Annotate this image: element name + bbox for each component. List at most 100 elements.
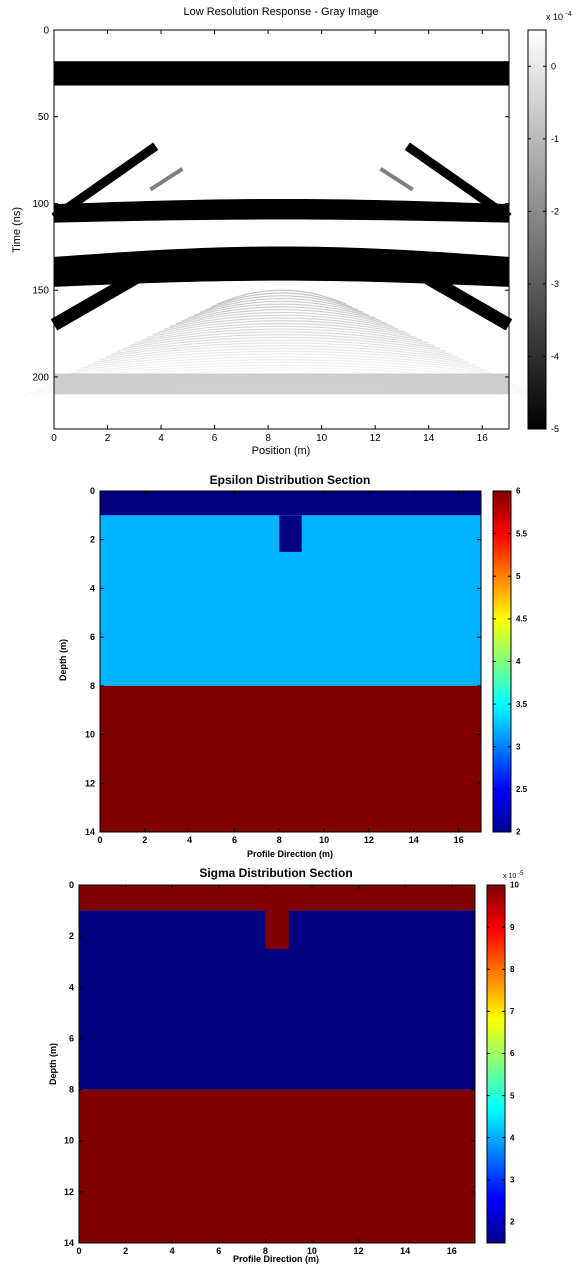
colorbar-tick-label: -2 xyxy=(551,206,559,216)
y-tick-label: 0 xyxy=(43,25,49,36)
chart1-x-ticks: 0 2 4 6 8 10 12 14 16 xyxy=(51,30,488,444)
chart3-plot-area xyxy=(79,885,475,1243)
y-tick-label: 10 xyxy=(85,730,95,740)
haze-stripe xyxy=(199,297,364,313)
haze-stripe xyxy=(58,364,505,380)
x-tick-label: 14 xyxy=(423,433,435,444)
colorbar-tick-label: 7 xyxy=(510,1007,515,1016)
haze-stripe xyxy=(187,303,376,319)
x-tick-label: 2 xyxy=(123,1246,128,1256)
colorbar-tick-label: 2 xyxy=(516,828,521,837)
x-tick-label: 4 xyxy=(170,1246,175,1256)
x-tick-label: 4 xyxy=(158,433,164,444)
y-tick-label: 0 xyxy=(90,486,95,496)
y-tick-label: 2 xyxy=(69,931,74,941)
y-tick-label: 6 xyxy=(90,632,95,642)
chart-sigma-section: Sigma Distribution Section 0 2 4 6 8 10 12 14 16… xyxy=(48,866,524,1264)
chart2-colorbar-ticks: 2 2.5 3 3.5 4 4.5 5 5.5 6 xyxy=(493,487,528,837)
haze-stripe xyxy=(134,328,429,344)
chart3-x-ticks: 0 2 4 6 8 10 12 14 16 xyxy=(76,885,457,1256)
colorbar-tick-label: -3 xyxy=(551,279,559,289)
colorbar-tick-label: 6 xyxy=(516,487,521,496)
chart2-x-ticks: 0 2 4 6 8 10 12 14 16 xyxy=(97,491,464,845)
chart1-colorbar-ticks: 0 -1 -2 -3 -4 -5 xyxy=(528,61,559,434)
chart2-title: Epsilon Distribution Section xyxy=(210,473,371,487)
left-diffraction-lower xyxy=(50,249,178,331)
colorbar-tick-label: 0 xyxy=(551,61,556,71)
y-tick-label: 0 xyxy=(69,880,74,890)
x-tick-label: 2 xyxy=(105,433,111,444)
chart1-y-ticks: 0 50 100 150 200 xyxy=(32,25,509,383)
x-tick-label: 0 xyxy=(76,1246,81,1256)
x-tick-label: 6 xyxy=(212,433,218,444)
y-tick-label: 14 xyxy=(64,1238,74,1248)
chart3-colorbar xyxy=(486,884,506,1244)
interface-band-1 xyxy=(54,198,509,223)
x-tick-label: 8 xyxy=(277,835,282,845)
chart-gray-response: Low Resolution Response - Gray Image 0 2 4… xyxy=(11,6,572,457)
x-tick-label: 4 xyxy=(187,835,192,845)
layer-3 xyxy=(100,685,481,832)
chart2-y-label: Depth (m) xyxy=(58,639,68,681)
colorbar-tick-label: 5 xyxy=(516,572,521,581)
haze-stripe xyxy=(117,336,446,352)
haze-stripe xyxy=(175,309,388,325)
chart3-title: Sigma Distribution Section xyxy=(199,866,352,880)
y-tick-label: 200 xyxy=(32,372,49,383)
y-tick-label: 8 xyxy=(90,681,95,691)
x-tick-label: 8 xyxy=(265,433,271,444)
chart2-axes-frame xyxy=(99,490,482,833)
y-tick-label: 10 xyxy=(64,1136,74,1146)
x-tick-label: 6 xyxy=(232,835,237,845)
chart1-plot-area xyxy=(22,30,541,429)
haze-stripe xyxy=(152,320,411,336)
x-tick-label: 14 xyxy=(400,1246,410,1256)
x-tick-label: 8 xyxy=(263,1246,268,1256)
layer-1 xyxy=(79,885,475,911)
y-tick-label: 6 xyxy=(69,1033,74,1043)
haze-stripe xyxy=(170,311,393,327)
y-tick-label: 150 xyxy=(32,286,49,297)
y-tick-label: 100 xyxy=(32,199,49,210)
y-tick-label: 12 xyxy=(64,1187,74,1197)
x-tick-label: 16 xyxy=(477,433,489,444)
chart3-x-label: Profile Direction (m) xyxy=(233,1254,319,1264)
chart1-colorbar-exponent-base: x 10 xyxy=(546,12,563,22)
haze-stripe xyxy=(164,314,399,330)
haze-stripe xyxy=(93,347,470,363)
colorbar-tick-label: 5 xyxy=(510,1091,515,1100)
y-tick-label: 4 xyxy=(90,583,95,593)
haze-stripe xyxy=(122,334,441,350)
haze-stripe xyxy=(75,356,488,372)
layer-1 xyxy=(100,491,481,516)
colorbar-tick-label: 10 xyxy=(510,881,519,890)
colorbar-tick-label: 6 xyxy=(510,1049,515,1058)
left-diffraction-tail xyxy=(149,167,184,192)
chart3-y-label: Depth (m) xyxy=(48,1043,58,1085)
y-tick-label: 12 xyxy=(85,778,95,788)
x-tick-label: 10 xyxy=(307,1246,317,1256)
colorbar-tick-label: 9 xyxy=(510,923,515,932)
colorbar-tick-label: 2 xyxy=(510,1218,515,1227)
haze-stripe xyxy=(217,289,346,305)
chart1-colorbar-exponent: x 10 -4 xyxy=(546,11,572,22)
colorbar-tick-label: 4 xyxy=(510,1133,515,1142)
chart1-y-label: Time (ns) xyxy=(11,207,23,253)
chart1-title: Low Resolution Response - Gray Image xyxy=(183,6,378,18)
chart2-plot-area xyxy=(100,491,481,832)
chart3-y-ticks: 0 2 4 6 8 10 12 14 xyxy=(64,880,475,1248)
y-tick-label: 14 xyxy=(85,827,95,837)
haze-stripe xyxy=(158,317,405,333)
y-tick-label: 4 xyxy=(69,982,74,992)
x-tick-label: 14 xyxy=(409,835,419,845)
colorbar-tick-label: 3 xyxy=(510,1175,515,1184)
colorbar-tick-label: 3 xyxy=(516,742,521,751)
colorbar-tick-label: -1 xyxy=(551,134,559,144)
right-diffraction-upper xyxy=(404,142,512,222)
haze-stripe xyxy=(105,342,458,358)
y-tick-label: 2 xyxy=(90,535,95,545)
haze-stripe xyxy=(193,300,370,316)
colorbar-tick-label: 4.5 xyxy=(516,615,528,624)
haze-stripe xyxy=(146,322,417,338)
